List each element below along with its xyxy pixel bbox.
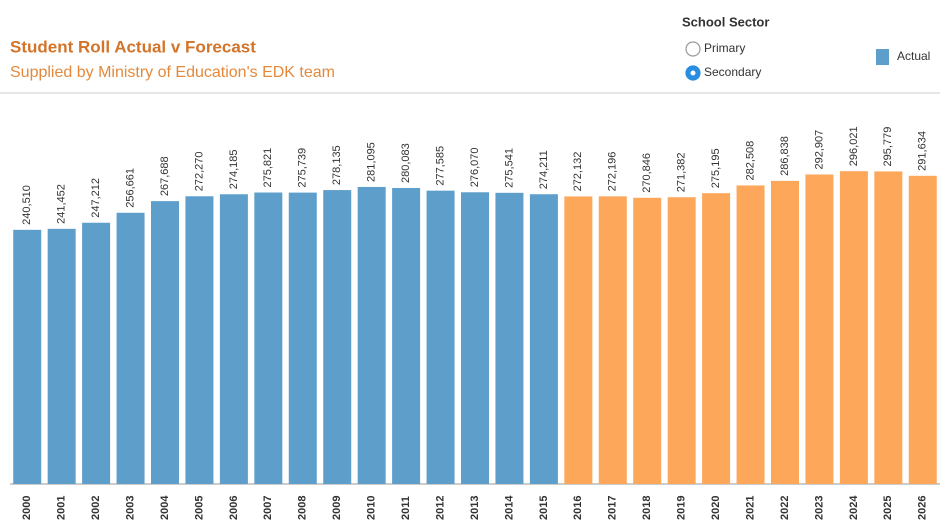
value-label: 296,021 [848, 126, 860, 166]
x-tick-label: 2000 [21, 496, 33, 520]
legend-swatch [876, 49, 889, 65]
bar [805, 174, 834, 484]
bar [357, 186, 386, 484]
chart-subtitle: Supplied by Ministry of Education's EDK … [10, 64, 335, 81]
x-tick-label: 2022 [779, 496, 791, 520]
bar [529, 194, 558, 484]
value-label: 247,212 [90, 178, 102, 218]
bar [219, 194, 248, 484]
x-tick-label: 2020 [710, 496, 722, 520]
value-label: 275,195 [710, 148, 722, 188]
value-label: 271,382 [676, 152, 688, 192]
x-tick-label: 2001 [56, 496, 68, 520]
x-tick-label: 2015 [538, 496, 550, 520]
bar [13, 229, 42, 484]
value-label: 240,510 [21, 185, 33, 225]
value-label: 282,508 [744, 141, 756, 181]
radio-button[interactable] [685, 41, 701, 57]
x-tick-label: 2006 [228, 496, 240, 520]
radio-label[interactable]: Secondary [704, 65, 761, 79]
x-tick-label: 2003 [124, 496, 136, 520]
value-label: 272,132 [572, 152, 584, 192]
bar [874, 171, 903, 485]
x-tick-label: 2009 [331, 496, 343, 520]
x-tick-label: 2010 [366, 496, 378, 520]
x-tick-label: 2002 [90, 496, 102, 520]
value-label: 292,907 [813, 130, 825, 170]
x-tick-label: 2024 [848, 495, 860, 520]
x-tick-label: 2025 [882, 496, 894, 520]
legend-label: Actual [897, 49, 930, 63]
bar [461, 192, 489, 484]
bar [47, 228, 76, 484]
bar [908, 175, 937, 485]
x-tick-label: 2019 [676, 496, 688, 520]
bar [667, 197, 696, 484]
bar [702, 193, 731, 484]
value-label: 280,083 [400, 143, 412, 183]
bar [116, 212, 145, 484]
value-label: 256,661 [124, 168, 136, 208]
bar [633, 197, 662, 484]
x-tick-label: 2004 [159, 495, 171, 520]
x-tick-label: 2008 [297, 496, 309, 520]
x-tick-label: 2013 [469, 496, 481, 520]
bar [564, 196, 593, 484]
control-title: School Sector [682, 14, 769, 29]
bar [839, 171, 868, 485]
bar [151, 201, 179, 484]
value-label: 286,838 [779, 136, 791, 176]
x-tick-label: 2014 [503, 495, 515, 520]
bar [323, 190, 352, 484]
bar [254, 192, 283, 484]
x-tick-label: 2026 [917, 496, 929, 520]
value-label: 272,270 [193, 152, 205, 192]
value-label: 291,634 [917, 131, 929, 171]
value-label: 275,821 [262, 148, 274, 188]
value-label: 278,135 [331, 145, 343, 185]
value-label: 295,779 [882, 127, 894, 167]
x-tick-label: 2012 [434, 496, 446, 520]
value-label: 276,070 [469, 147, 481, 187]
bar [736, 185, 765, 484]
value-label: 277,585 [434, 146, 446, 186]
x-tick-label: 2023 [813, 496, 825, 520]
value-label: 274,185 [228, 149, 240, 189]
bar [288, 192, 317, 484]
x-tick-label: 2011 [400, 496, 412, 520]
bar [598, 196, 627, 484]
bar [771, 180, 799, 484]
value-label: 272,196 [607, 152, 619, 192]
value-label: 270,846 [641, 153, 653, 193]
value-label: 275,739 [297, 148, 309, 188]
x-tick-label: 2005 [193, 496, 205, 520]
x-tick-label: 2007 [262, 496, 274, 520]
value-label: 275,541 [503, 148, 515, 188]
bar [392, 188, 421, 485]
bar [82, 222, 111, 484]
x-tick-label: 2016 [572, 496, 584, 520]
x-tick-label: 2021 [744, 496, 756, 520]
bar [495, 192, 524, 484]
value-label: 281,095 [366, 142, 378, 182]
value-label: 241,452 [56, 184, 68, 224]
value-label: 267,688 [159, 156, 171, 196]
x-tick-label: 2017 [607, 496, 619, 520]
radio-dot [690, 70, 696, 76]
value-label: 274,211 [538, 150, 550, 189]
bar [426, 190, 455, 485]
chart-title: Student Roll Actual v Forecast [10, 37, 256, 56]
x-tick-label: 2018 [641, 496, 653, 520]
bar [185, 196, 214, 484]
radio-label[interactable]: Primary [704, 41, 745, 55]
